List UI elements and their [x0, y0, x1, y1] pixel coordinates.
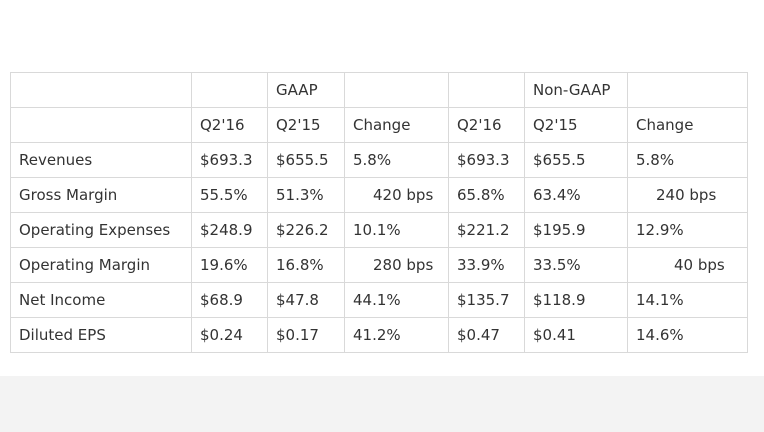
table-cell: $221.2 — [448, 212, 525, 248]
table-cell: $248.9 — [191, 212, 268, 248]
table-cell: 33.5% — [524, 247, 628, 283]
row-label: Diluted EPS — [10, 317, 192, 353]
table-cell: 65.8% — [448, 177, 525, 213]
column-header-row: Q2'16 Q2'15 Change Q2'16 Q2'15 Change — [10, 107, 748, 143]
empty-cell — [191, 72, 268, 108]
table-cell: 40 bps — [627, 247, 748, 283]
table-cell: $693.3 — [448, 142, 525, 178]
table-cell: $0.17 — [267, 317, 345, 353]
table-cell: 5.8% — [627, 142, 748, 178]
row-label: Revenues — [10, 142, 192, 178]
row-label: Operating Margin — [10, 247, 192, 283]
column-header: Change — [627, 107, 748, 143]
table-cell: 44.1% — [344, 282, 449, 318]
table-cell: 19.6% — [191, 247, 268, 283]
empty-cell — [448, 72, 525, 108]
corner-cell — [10, 72, 192, 108]
financial-results-table: GAAP Non-GAAP Q2'16 Q2'15 Change Q2'16 Q… — [10, 72, 748, 353]
empty-cell — [627, 72, 748, 108]
table-cell: 10.1% — [344, 212, 449, 248]
table-cell: $0.24 — [191, 317, 268, 353]
table-cell: $47.8 — [267, 282, 345, 318]
table-cell: 240 bps — [627, 177, 748, 213]
row-label: Gross Margin — [10, 177, 192, 213]
table-cell: $0.41 — [524, 317, 628, 353]
table-row: Net Income $68.9 $47.8 44.1% $135.7 $118… — [10, 282, 748, 318]
table-row: Diluted EPS $0.24 $0.17 41.2% $0.47 $0.4… — [10, 317, 748, 353]
table-cell: $135.7 — [448, 282, 525, 318]
column-header: Q2'15 — [267, 107, 345, 143]
table-row: Operating Expenses $248.9 $226.2 10.1% $… — [10, 212, 748, 248]
row-label: Net Income — [10, 282, 192, 318]
table-cell: 12.9% — [627, 212, 748, 248]
table-cell: 280 bps — [344, 247, 449, 283]
table-cell: $693.3 — [191, 142, 268, 178]
table-cell: $0.47 — [448, 317, 525, 353]
row-label: Operating Expenses — [10, 212, 192, 248]
table-cell: $655.5 — [524, 142, 628, 178]
table-cell: 420 bps — [344, 177, 449, 213]
table-cell: $68.9 — [191, 282, 268, 318]
table-cell: 41.2% — [344, 317, 449, 353]
column-header: Q2'16 — [448, 107, 525, 143]
table-cell: 63.4% — [524, 177, 628, 213]
gaap-group-header: GAAP — [267, 72, 345, 108]
table-cell: 14.6% — [627, 317, 748, 353]
group-header-row: GAAP Non-GAAP — [10, 72, 748, 108]
empty-cell — [344, 72, 449, 108]
column-header: Q2'15 — [524, 107, 628, 143]
table-cell: 14.1% — [627, 282, 748, 318]
background-band — [0, 376, 764, 432]
table-cell: $655.5 — [267, 142, 345, 178]
column-header: Change — [344, 107, 449, 143]
table-cell: 55.5% — [191, 177, 268, 213]
table-cell: 5.8% — [344, 142, 449, 178]
table-row: Revenues $693.3 $655.5 5.8% $693.3 $655.… — [10, 142, 748, 178]
table-cell: $195.9 — [524, 212, 628, 248]
column-header: Q2'16 — [191, 107, 268, 143]
table-cell: $118.9 — [524, 282, 628, 318]
non-gaap-group-header: Non-GAAP — [524, 72, 628, 108]
table-row: Gross Margin 55.5% 51.3% 420 bps 65.8% 6… — [10, 177, 748, 213]
corner-cell — [10, 107, 192, 143]
table-cell: 33.9% — [448, 247, 525, 283]
table-cell: 16.8% — [267, 247, 345, 283]
table-row: Operating Margin 19.6% 16.8% 280 bps 33.… — [10, 247, 748, 283]
table-cell: 51.3% — [267, 177, 345, 213]
table-cell: $226.2 — [267, 212, 345, 248]
